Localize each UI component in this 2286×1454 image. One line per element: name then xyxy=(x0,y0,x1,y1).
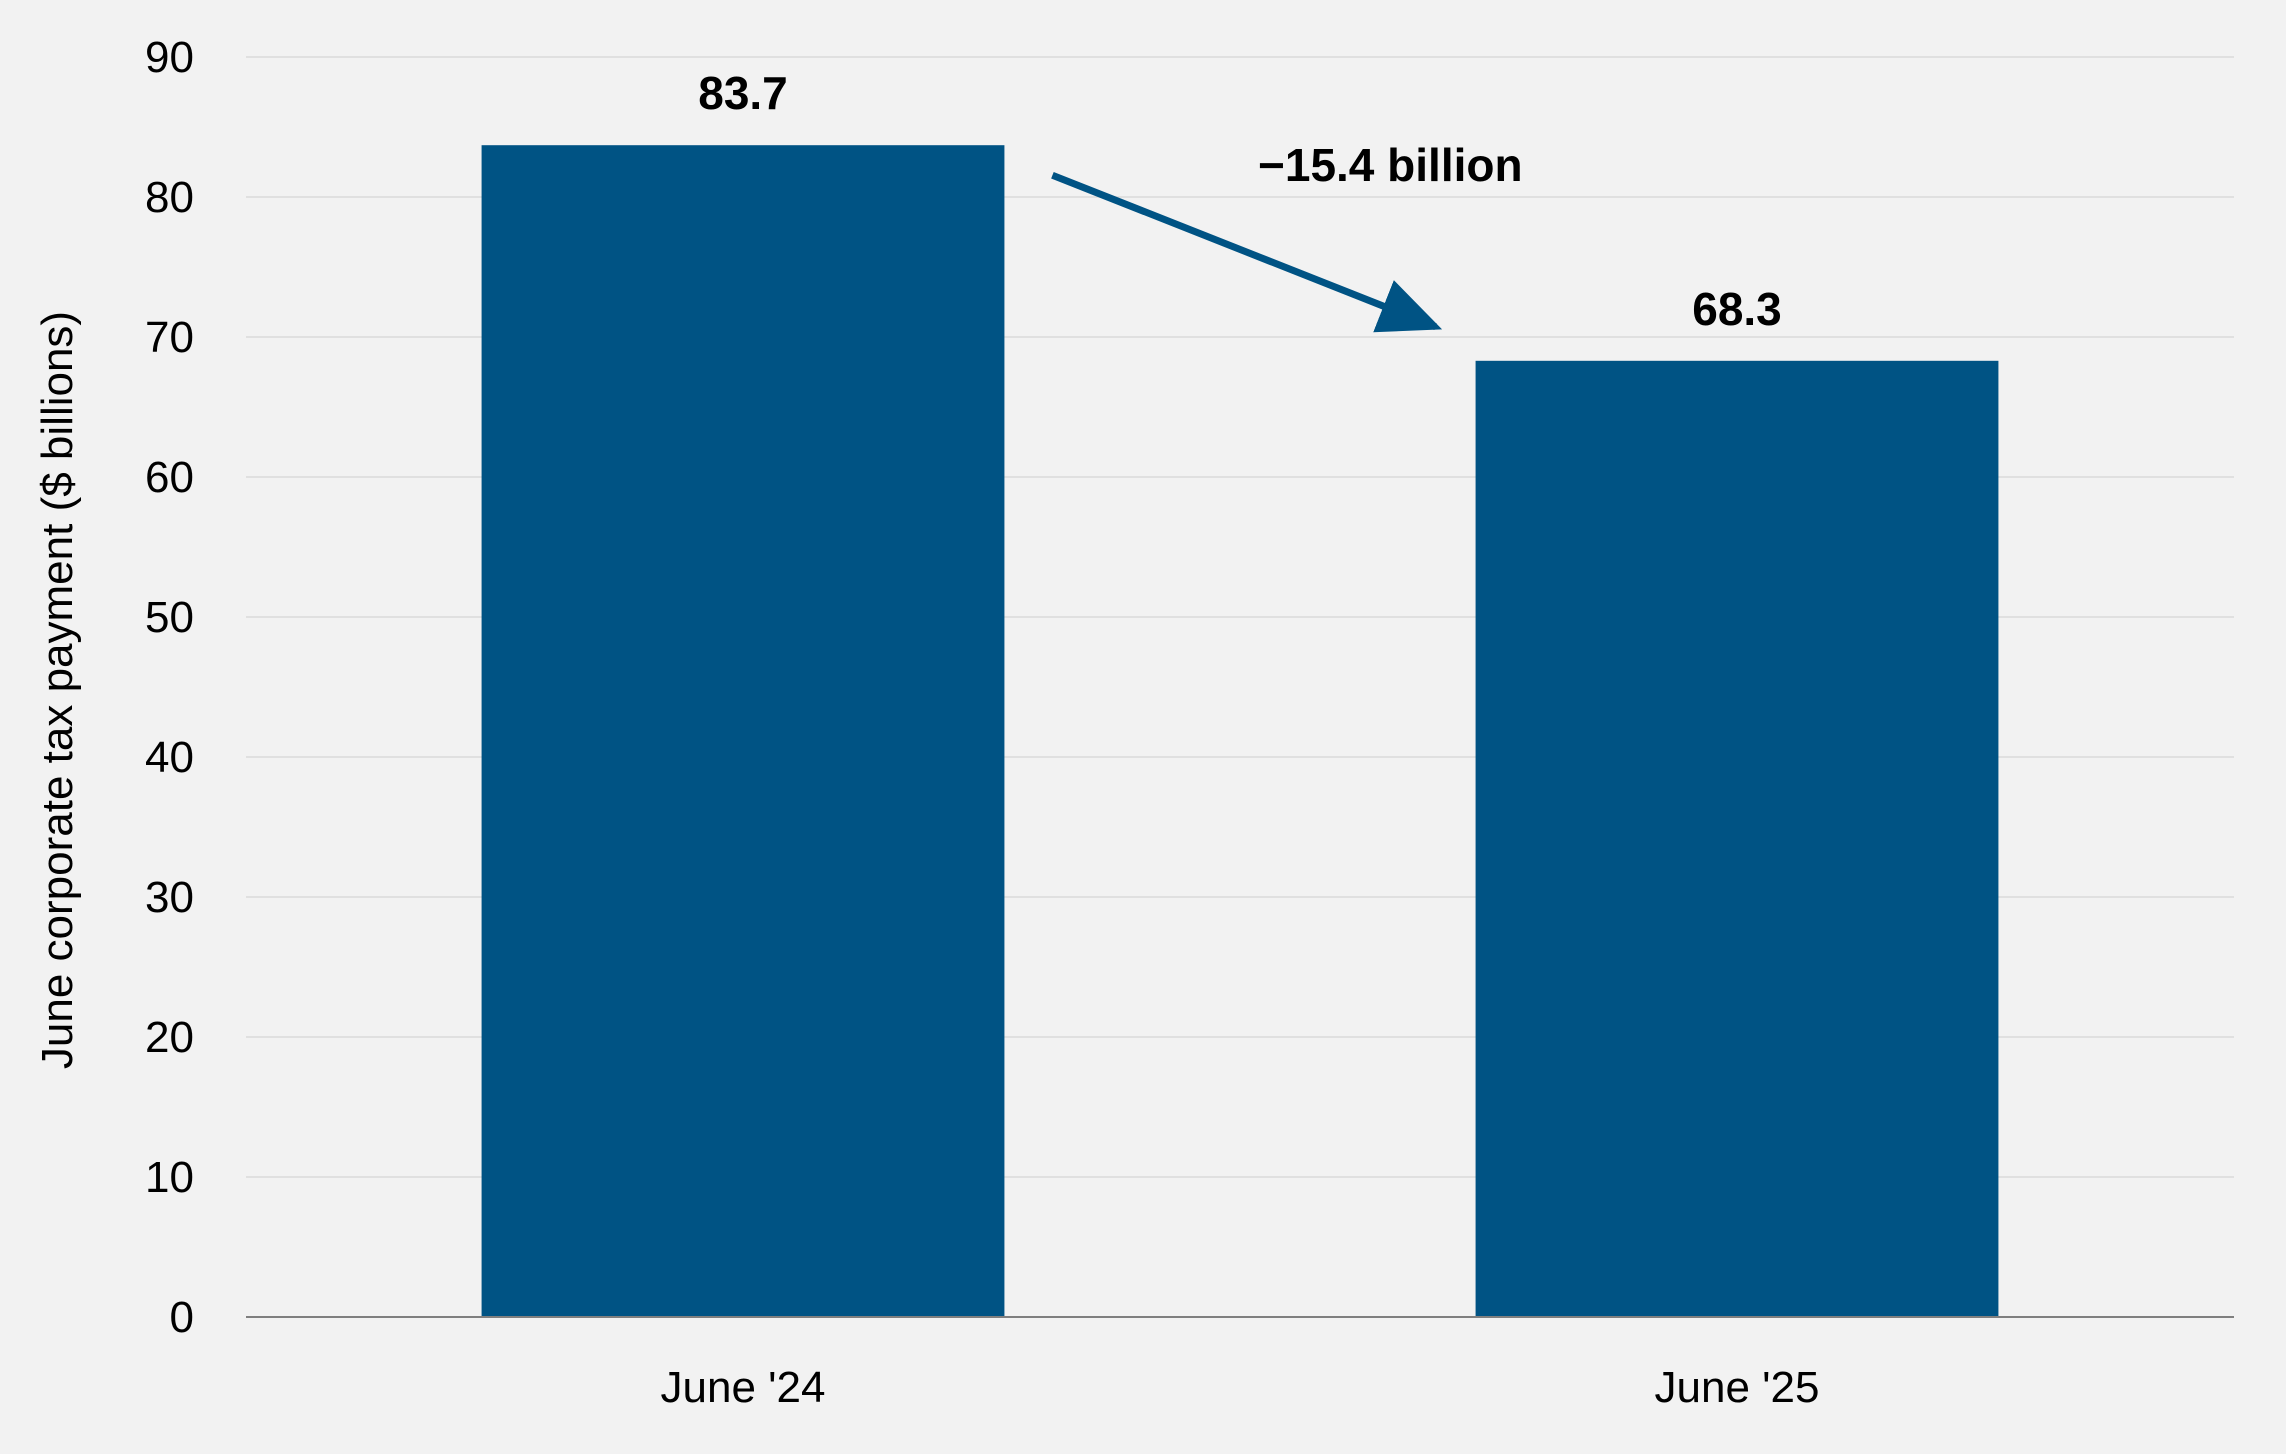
x-category-label: June '25 xyxy=(1655,1363,1820,1412)
y-axis-title: June corporate tax payment ($ billions) xyxy=(33,311,82,1069)
bar xyxy=(481,145,1005,1318)
y-tick-label: 10 xyxy=(145,1153,194,1202)
change-annotation-label: −15.4 billion xyxy=(1258,139,1523,191)
bar-value-label: 68.3 xyxy=(1692,283,1782,335)
bar-value-label: 83.7 xyxy=(698,67,788,119)
bars xyxy=(481,145,1999,1318)
y-tick-label: 20 xyxy=(145,1013,194,1062)
annotations: −15.4 billion xyxy=(1051,139,1523,333)
y-tick-label: 90 xyxy=(145,33,194,82)
x-category-label: June '24 xyxy=(661,1363,826,1412)
change-arrow xyxy=(1051,171,1443,333)
y-tick-label: 70 xyxy=(145,313,194,362)
y-tick-label: 50 xyxy=(145,593,194,642)
bar xyxy=(1475,360,1999,1317)
y-tick-label: 60 xyxy=(145,453,194,502)
labels: 0 10 20 30 40 50 60 70 80 90 83.7 June '24 68.3 June … xyxy=(145,33,1819,1412)
y-tick-label: 0 xyxy=(170,1293,194,1342)
y-tick-label: 40 xyxy=(145,733,194,782)
y-tick-label: 80 xyxy=(145,173,194,222)
y-tick-label: 30 xyxy=(145,873,194,922)
